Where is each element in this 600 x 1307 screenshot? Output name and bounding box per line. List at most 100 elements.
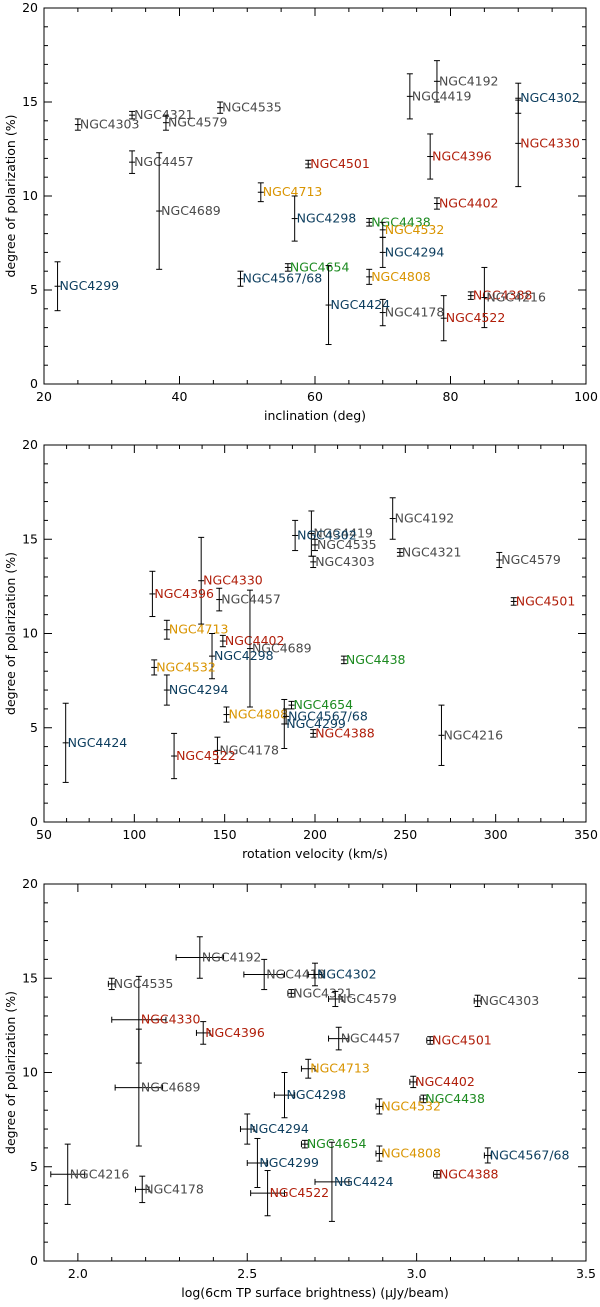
data-point: NGC4501 — [510, 593, 575, 608]
point-label: NGC4654 — [294, 697, 354, 712]
point-label: NGC4303 — [315, 554, 375, 569]
data-point: NGC4532 — [375, 1098, 441, 1115]
data-point: NGC4457 — [216, 587, 281, 612]
point-label: NGC4298 — [297, 211, 357, 226]
x-axis-label: log(6cm TP surface brightness) (μJy/beam… — [181, 1285, 448, 1300]
point-label: NGC4302 — [297, 527, 357, 542]
data-point: NGC4178 — [214, 736, 279, 765]
point-label: NGC4535 — [222, 100, 282, 115]
point-label: NGC4388 — [315, 725, 375, 740]
data-point: NGC4294 — [163, 674, 229, 706]
point-label: NGC4419 — [313, 526, 373, 541]
data-point: NGC4294 — [379, 236, 444, 268]
point-label: NGC4713 — [169, 622, 229, 637]
data-point: NGC4388 — [310, 725, 375, 740]
point-label: NGC4567/68 — [242, 271, 322, 286]
x-tick-label: 250 — [393, 827, 417, 842]
point-label: NGC4388 — [473, 288, 533, 303]
point-label: NGC4713 — [263, 184, 323, 199]
point-label: NGC4178 — [144, 1181, 204, 1196]
x-tick-label: 2.5 — [237, 1266, 257, 1281]
data-point: NGC4330 — [111, 975, 200, 1064]
data-point: NGC4396 — [195, 1021, 265, 1045]
x-tick-label: 50 — [36, 827, 52, 842]
y-tick-label: 15 — [22, 531, 38, 546]
point-label: NGC4192 — [202, 950, 262, 965]
x-tick-label: 200 — [303, 827, 327, 842]
axis-ticks — [43, 444, 587, 823]
data-point: NGC4303 — [310, 554, 375, 569]
point-label: NGC4419 — [412, 88, 472, 103]
data-point: NGC4178 — [134, 1175, 204, 1204]
data-point: NGC4216 — [50, 1143, 130, 1205]
data-point: NGC4579 — [496, 551, 561, 569]
point-label: NGC4438 — [346, 652, 406, 667]
data-point: NGC4532 — [151, 659, 216, 676]
y-tick-label: 20 — [22, 876, 38, 891]
point-label: NGC4396 — [205, 1025, 265, 1040]
data-point: NGC4713 — [300, 1058, 370, 1079]
point-label: NGC4808 — [381, 1146, 441, 1161]
data-point: NGC4579 — [328, 990, 397, 1008]
point-label: NGC4567/68 — [490, 1147, 570, 1162]
data-point: NGC4330 — [198, 536, 263, 625]
y-tick-label: 5 — [30, 720, 38, 735]
point-label: NGC4321 — [402, 544, 462, 559]
point-label: NGC4402 — [439, 196, 499, 211]
data-point: NGC4438 — [419, 1091, 485, 1106]
data-point: NGC4654 — [300, 1136, 366, 1151]
data-point: NGC4388 — [433, 1166, 499, 1181]
point-label: NGC4216 — [70, 1166, 130, 1181]
data-point: NGC4299 — [54, 261, 119, 312]
data-point: NGC4808 — [366, 268, 431, 285]
data-point: NGC4419 — [406, 73, 472, 120]
point-label: NGC4402 — [415, 1074, 475, 1089]
point-label: NGC4330 — [520, 135, 580, 150]
data-point: NGC4192 — [389, 497, 454, 540]
x-tick-label: 350 — [574, 827, 598, 842]
data-point: NGC4424 — [314, 1141, 394, 1222]
y-tick-label: 20 — [22, 437, 38, 452]
y-axis-label: degree of polarization (%) — [3, 991, 18, 1154]
x-axis-label: rotation velocity (km/s) — [242, 846, 388, 861]
data-point: NGC4713 — [257, 182, 323, 203]
data-point: NGC4216 — [481, 266, 546, 329]
y-tick-labels: 0 5 10 15 20 — [22, 437, 38, 829]
point-label: NGC4299 — [259, 1155, 319, 1170]
data-point: NGC4535 — [107, 976, 173, 991]
point-label: NGC4424 — [68, 735, 128, 750]
point-label: NGC4178 — [385, 305, 445, 320]
point-label: NGC4424 — [334, 1174, 394, 1189]
point-label: NGC4303 — [80, 117, 140, 132]
panel-rotation-velocity: 50 100 150 200 250 300 350 0 5 10 15 20 rotation v… — [3, 437, 598, 861]
data-point: NGC4532 — [379, 221, 445, 238]
data-point: NGC4402 — [219, 633, 284, 648]
y-tick-label: 0 — [30, 814, 38, 829]
panel-surface-brightness: 2.0 2.5 3.0 3.5 0 5 10 15 20 log(6cm TP surface… — [3, 876, 596, 1300]
data-point: NGC4321 — [287, 985, 353, 1000]
point-label: NGC4330 — [203, 573, 263, 588]
point-label: NGC4424 — [331, 297, 391, 312]
data-point: NGC4216 — [438, 704, 503, 766]
point-label: NGC4294 — [169, 682, 229, 697]
x-tick-labels: 2.0 2.5 3.0 3.5 — [68, 1266, 596, 1281]
y-tick-label: 15 — [22, 94, 38, 109]
data-point: NGC4424 — [325, 265, 391, 346]
x-tick-label: 40 — [172, 389, 188, 404]
point-label: NGC4216 — [486, 290, 546, 305]
data-point: NGC4321 — [396, 544, 462, 559]
y-tick-label: 5 — [30, 1159, 38, 1174]
point-label: NGC4321 — [293, 985, 353, 1000]
data-point: NGC4567/68 — [237, 270, 322, 287]
y-axis-label: degree of polarization (%) — [3, 115, 18, 278]
point-label: NGC4522 — [176, 748, 236, 763]
y-tick-label: 15 — [22, 970, 38, 985]
point-label: NGC4396 — [154, 586, 214, 601]
point-label: NGC4654 — [290, 259, 350, 274]
point-label: NGC4579 — [501, 552, 561, 567]
data-points: NGC4192NGC4419NGC4302NGC4535NGC4321NGC43… — [62, 497, 575, 783]
point-label: NGC4532 — [385, 222, 445, 237]
point-label: NGC4457 — [221, 592, 281, 607]
data-points: NGC4192NGC4419NGC4302NGC4535NGC4321NGC45… — [50, 936, 570, 1222]
